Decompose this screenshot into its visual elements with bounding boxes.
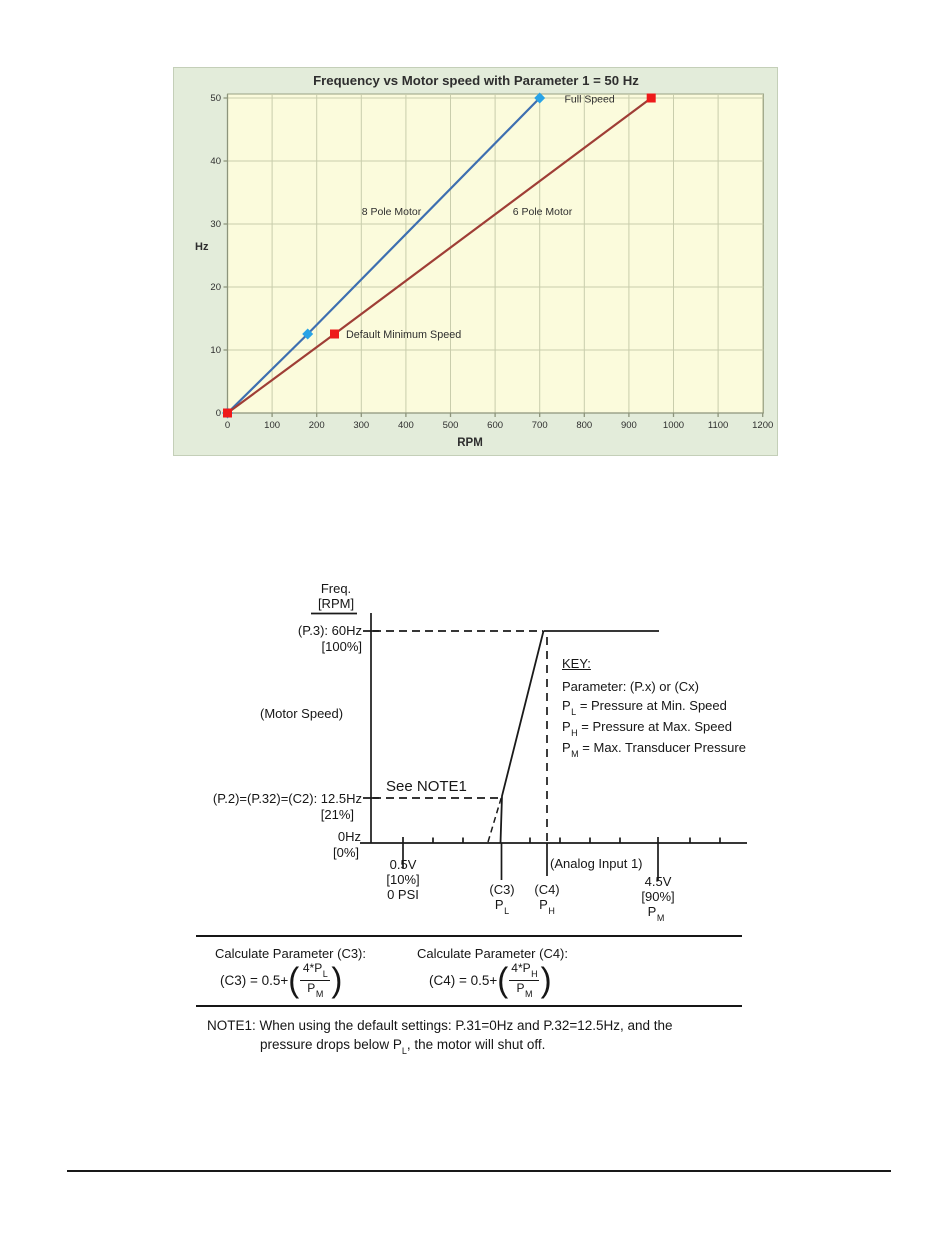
- curve-ramp: [499, 630, 545, 844]
- note1-line2: pressure drops below PL, the motor will …: [260, 1037, 546, 1056]
- svg-text:0: 0: [225, 420, 230, 431]
- markers-6-pole: [223, 93, 656, 418]
- y-axis-ticks: [360, 630, 379, 844]
- svg-text:800: 800: [576, 420, 592, 431]
- annotation-full-speed: Full Speed: [565, 94, 615, 106]
- x-label-0psi: 0 PSI: [387, 887, 419, 902]
- x-label-10pct: [10%]: [386, 872, 420, 887]
- diagram-lines: [311, 612, 747, 881]
- x-label-0-5v: 0.5V: [389, 857, 417, 872]
- svg-text:20: 20: [210, 282, 221, 293]
- c4-formula: (C4) = 0.5+(4*PH PM): [429, 960, 552, 999]
- p3-percent-label: [100%]: [321, 639, 362, 654]
- note1-line1: NOTE1: When using the default settings: …: [207, 1018, 673, 1033]
- x-label-90pct: [90%]: [641, 889, 675, 904]
- c3-formula: (C3) = 0.5+(4*PL PM): [220, 960, 343, 999]
- zero-hz-label: 0Hz: [337, 829, 361, 844]
- x-label-c3: (C3): [489, 882, 515, 897]
- svg-text:10: 10: [210, 345, 221, 356]
- annotation-6-pole: 6 Pole Motor: [513, 206, 573, 218]
- svg-text:900: 900: [621, 420, 637, 431]
- svg-text:700: 700: [532, 420, 548, 431]
- annotation-8-pole: 8 Pole Motor: [362, 206, 422, 218]
- svg-text:1100: 1100: [708, 420, 728, 431]
- x-label-pl: PL: [494, 897, 510, 916]
- svg-text:50: 50: [210, 93, 221, 104]
- x-axis-ticks: [432, 837, 721, 844]
- c4-formula-heading: Calculate Parameter (C4):: [417, 946, 568, 961]
- svg-text:40: 40: [210, 156, 221, 167]
- close-paren: ): [331, 960, 343, 999]
- svg-text:300: 300: [353, 420, 369, 431]
- page-footer-rule: [67, 1170, 891, 1172]
- zero-percent-label: [0%]: [332, 845, 359, 860]
- p2-12-5hz-label: (P.2)=(P.32)=(C2): 12.5Hz: [212, 791, 362, 806]
- key-ph-line: PH = Pressure at Max. Speed: [562, 719, 732, 738]
- y-axis-label: Hz: [195, 241, 209, 253]
- freq-axis-title-units: [RPM]: [317, 596, 355, 611]
- svg-text:30: 30: [210, 219, 221, 230]
- svg-text:400: 400: [398, 420, 414, 431]
- analog-input-scaling-diagram: Freq. [RPM] (P.3): 60Hz [100%] (Motor Sp…: [190, 580, 750, 930]
- p2-percent-label: [21%]: [320, 807, 354, 822]
- y-tick-labels: 50 40 30 20 10 0: [210, 93, 221, 419]
- svg-text:100: 100: [264, 420, 280, 431]
- key-block: KEY: Parameter: (P.x) or (Cx) PL = Press…: [562, 654, 746, 759]
- x-axis-label: RPM: [457, 437, 483, 449]
- key-title: KEY:: [562, 656, 591, 671]
- open-paren: (: [288, 960, 300, 999]
- close-paren: ): [540, 960, 552, 999]
- x-label-ph: PH: [539, 897, 555, 916]
- frequency-vs-speed-chart: Frequency vs Motor speed with Parameter …: [173, 67, 778, 456]
- analog-input-label: (Analog Input 1): [550, 856, 643, 871]
- chart-canvas: Frequency vs Motor speed with Parameter …: [195, 73, 773, 449]
- open-paren: (: [497, 960, 509, 999]
- curve-dashed-below-min: [487, 796, 503, 843]
- freq-axis-title: Freq.: [320, 581, 352, 596]
- svg-text:0: 0: [216, 408, 221, 419]
- x-tick-labels: 0 100 200 300 400 500 600 700 800 900 10…: [225, 420, 773, 431]
- c3-formula-heading: Calculate Parameter (C3):: [215, 946, 366, 961]
- svg-text:600: 600: [487, 420, 503, 431]
- note1-text: NOTE1: When using the default settings: …: [207, 1016, 747, 1061]
- parameter-formulas-section: Calculate Parameter (C3): Calculate Para…: [196, 935, 742, 1007]
- svg-text:1200: 1200: [752, 420, 773, 431]
- key-pm-line: PM = Max. Transducer Pressure: [562, 740, 746, 759]
- chart-title: Frequency vs Motor speed with Parameter …: [313, 73, 639, 88]
- key-param-line: Parameter: (P.x) or (Cx): [562, 679, 700, 694]
- svg-text:200: 200: [309, 420, 325, 431]
- annotation-default-min-speed: Default Minimum Speed: [346, 329, 461, 341]
- x-label-c4: (C4): [534, 882, 560, 897]
- see-note1-label: See NOTE1: [386, 778, 467, 795]
- svg-text:500: 500: [443, 420, 459, 431]
- gridlines: [227, 94, 764, 413]
- motor-speed-label: (Motor Speed): [260, 706, 344, 721]
- svg-text:1000: 1000: [663, 420, 684, 431]
- key-pl-line: PL = Pressure at Min. Speed: [562, 698, 727, 717]
- x-label-pm: PM: [647, 904, 665, 923]
- p3-60hz-label: (P.3): 60Hz: [297, 623, 362, 638]
- x-label-4-5v: 4.5V: [644, 874, 672, 889]
